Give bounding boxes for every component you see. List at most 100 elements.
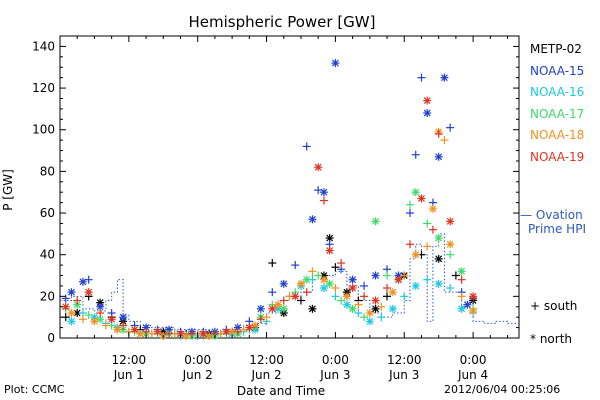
point-noaa-17 [360, 313, 369, 322]
point-noaa-19 [84, 288, 93, 297]
point-metp-02 [331, 263, 340, 272]
point-noaa-15 [314, 186, 323, 195]
point-noaa-18 [136, 329, 145, 338]
y-tick-label: 120 [32, 81, 55, 95]
point-metp-02 [451, 271, 460, 280]
point-noaa-18 [147, 329, 156, 338]
point-noaa-18 [365, 309, 374, 318]
point-noaa-17 [325, 279, 334, 288]
point-noaa-19 [446, 217, 455, 226]
point-noaa-16 [446, 284, 455, 293]
point-noaa-15 [67, 288, 76, 297]
point-noaa-17 [405, 200, 414, 209]
x-tick-label-date: Jun 3 [388, 368, 419, 382]
point-noaa-15 [405, 209, 414, 218]
point-noaa-19 [165, 329, 174, 338]
point-noaa-19 [394, 275, 403, 284]
point-noaa-17 [84, 311, 93, 320]
point-noaa-18 [423, 242, 432, 251]
point-noaa-19 [176, 329, 185, 338]
point-noaa-17 [434, 234, 443, 243]
point-noaa-16 [365, 317, 374, 326]
point-noaa-15 [279, 279, 288, 288]
point-noaa-15 [84, 275, 93, 284]
point-noaa-15 [61, 294, 70, 303]
point-metp-02 [371, 304, 380, 313]
point-noaa-17 [302, 275, 311, 284]
point-noaa-19 [61, 302, 70, 311]
point-noaa-15 [308, 215, 317, 224]
x-tick-label-time: 0:00 [184, 353, 211, 367]
point-noaa-16 [457, 304, 466, 313]
data-points [61, 59, 478, 340]
point-noaa-18 [440, 136, 449, 145]
point-noaa-19 [130, 325, 139, 334]
point-noaa-19 [233, 327, 242, 336]
y-tick-label: 100 [32, 123, 55, 137]
point-noaa-16 [411, 281, 420, 290]
point-noaa-19 [457, 275, 466, 284]
point-noaa-19 [279, 296, 288, 305]
point-noaa-16 [423, 275, 432, 284]
point-noaa-17 [423, 219, 432, 228]
point-noaa-17 [337, 296, 346, 305]
y-tick-label: 80 [40, 164, 55, 178]
point-noaa-19 [383, 284, 392, 293]
point-noaa-16 [354, 309, 363, 318]
point-noaa-15 [440, 73, 449, 82]
point-noaa-16 [377, 313, 386, 322]
point-noaa-18 [331, 284, 340, 293]
point-noaa-19 [417, 194, 426, 203]
point-noaa-15 [411, 150, 420, 159]
point-noaa-15 [256, 304, 265, 313]
point-noaa-19 [325, 246, 334, 255]
point-metp-02 [61, 313, 70, 322]
point-noaa-16 [331, 292, 340, 301]
point-noaa-15 [371, 271, 380, 280]
point-noaa-15 [417, 73, 426, 82]
legend-entry-noaa-15: NOAA-15 [530, 63, 585, 78]
point-noaa-18 [182, 331, 191, 340]
chart-title: Hemispheric Power [GW] [189, 13, 376, 31]
point-noaa-15 [319, 188, 328, 197]
point-noaa-17 [446, 250, 455, 259]
x-tick-label-date: Jun 2 [250, 368, 281, 382]
x-tick-label-date: Jun 2 [182, 368, 213, 382]
point-noaa-19 [434, 129, 443, 138]
point-noaa-19 [337, 259, 346, 268]
point-noaa-15 [434, 152, 443, 161]
point-noaa-18 [411, 250, 420, 259]
point-noaa-15 [463, 300, 472, 309]
ovation-hpi-trace [60, 233, 519, 333]
point-noaa-19 [423, 96, 432, 105]
plot-source-label: Plot: CCMC [4, 383, 65, 396]
point-noaa-16 [400, 292, 409, 301]
point-metp-02 [308, 304, 317, 313]
point-noaa-15 [348, 275, 357, 284]
point-noaa-19 [222, 327, 231, 336]
point-noaa-17 [279, 304, 288, 313]
point-noaa-18 [78, 315, 87, 324]
point-noaa-19 [153, 327, 162, 336]
y-axis-label: P [GW] [1, 169, 15, 211]
point-noaa-19 [371, 296, 380, 305]
point-noaa-18 [400, 271, 409, 280]
point-noaa-19 [119, 321, 128, 330]
ovation-legend-line2: Prime HPI [528, 222, 586, 236]
south-marker-legend: + south [530, 299, 578, 313]
point-noaa-18 [296, 279, 305, 288]
point-noaa-19 [96, 309, 105, 318]
point-noaa-15 [302, 142, 311, 151]
y-tick-label: 0 [47, 331, 55, 345]
point-noaa-18 [354, 300, 363, 309]
x-tick-label-time: 12:00 [387, 353, 422, 367]
point-noaa-17 [348, 304, 357, 313]
point-noaa-15 [268, 288, 277, 297]
point-noaa-19 [428, 225, 437, 234]
point-noaa-15 [360, 281, 369, 290]
point-noaa-18 [457, 292, 466, 301]
point-noaa-19 [187, 329, 196, 338]
point-noaa-18 [342, 292, 351, 301]
point-noaa-18 [388, 288, 397, 297]
